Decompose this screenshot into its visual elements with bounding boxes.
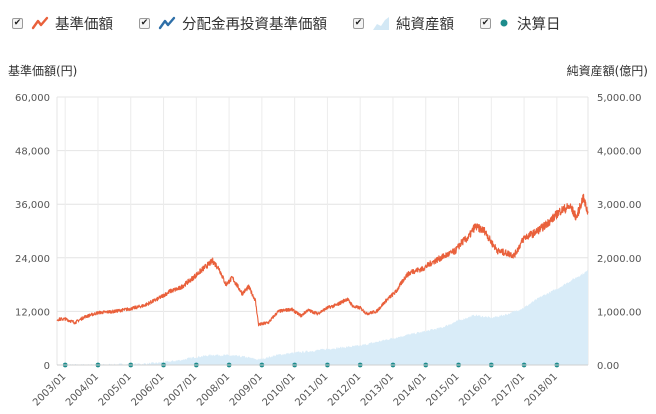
left-tick-label: 0 <box>44 361 50 372</box>
left-tick-label: 12,000 <box>15 307 50 318</box>
right-tick-label: 1,000.00 <box>597 307 642 318</box>
x-tick-label: 2013/01 <box>359 371 396 408</box>
legend-label: 分配金再投資基準価額 <box>182 16 327 33</box>
x-tick-label: 2009/01 <box>228 371 265 408</box>
left-tick-label: 24,000 <box>15 254 50 265</box>
x-tick-label: 2011/01 <box>293 371 330 408</box>
chart-legend: ✔ 基準価額 ✔ 分配金再投資基準価額 ✔ 純資産額 ✔ 決算日 <box>6 8 581 38</box>
legend-item-nav[interactable]: ✔ 基準価額 <box>6 13 113 34</box>
x-tick-label: 2005/01 <box>97 371 134 408</box>
x-tick-label: 2006/01 <box>129 371 166 408</box>
x-tick-label: 2017/01 <box>490 371 527 408</box>
legend-label: 決算日 <box>517 16 561 33</box>
x-tick-label: 2010/01 <box>261 371 298 408</box>
net-assets-area <box>57 270 588 365</box>
legend-item-net-assets[interactable]: ✔ 純資産額 <box>347 13 454 34</box>
right-tick-label: 2,000.00 <box>597 254 642 265</box>
right-tick-label: 4,000.00 <box>597 147 642 158</box>
line-icon <box>158 15 176 31</box>
x-tick-label: 2018/01 <box>523 371 560 408</box>
legend-item-reinvested-nav[interactable]: ✔ 分配金再投資基準価額 <box>133 13 327 34</box>
checkbox[interactable]: ✔ <box>12 17 23 29</box>
x-tick-label: 2003/01 <box>31 371 68 408</box>
left-axis-title: 基準価額(円) <box>8 64 78 78</box>
x-tick-label: 2014/01 <box>392 371 429 408</box>
checkbox[interactable]: ✔ <box>139 17 150 29</box>
x-tick-label: 2008/01 <box>195 371 232 408</box>
x-tick-label: 2004/01 <box>64 371 101 408</box>
legend-label: 純資産額 <box>396 16 454 33</box>
x-tick-label: 2016/01 <box>457 371 494 408</box>
right-tick-label: 5,000.00 <box>597 93 642 104</box>
checkbox[interactable]: ✔ <box>480 17 491 29</box>
x-tick-label: 2015/01 <box>424 371 461 408</box>
left-tick-label: 48,000 <box>15 147 50 158</box>
right-tick-label: 3,000.00 <box>597 200 642 211</box>
area-icon <box>372 15 390 31</box>
left-tick-label: 60,000 <box>15 93 50 104</box>
x-tick-label: 2012/01 <box>326 371 363 408</box>
x-tick-label: 2007/01 <box>162 371 199 408</box>
dot-icon <box>499 15 511 31</box>
checkbox[interactable]: ✔ <box>353 17 364 29</box>
right-axis-title: 純資産額(億円) <box>566 64 648 78</box>
line-icon <box>31 15 49 31</box>
legend-label: 基準価額 <box>55 16 113 33</box>
left-tick-label: 36,000 <box>15 200 50 211</box>
legend-item-settlement-date[interactable]: ✔ 決算日 <box>474 13 561 34</box>
right-tick-label: 0.00 <box>597 361 619 372</box>
nav-line <box>56 193 589 327</box>
